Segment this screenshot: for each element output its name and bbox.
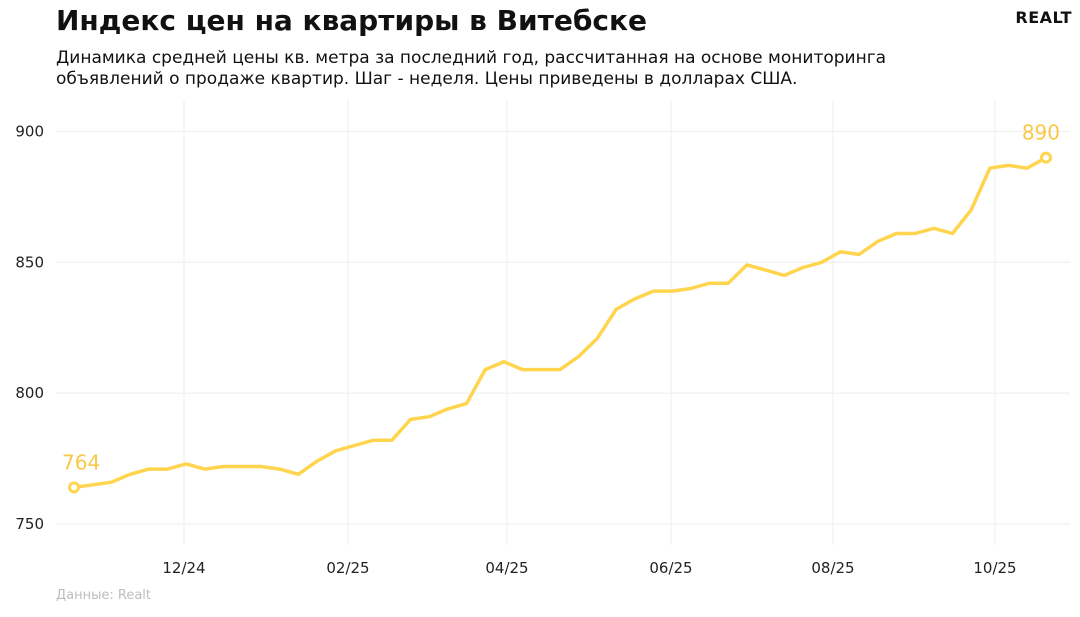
- data-point: [147, 468, 150, 471]
- realt-logo: REALT: [1015, 8, 1072, 27]
- data-point: [316, 460, 319, 463]
- data-point: [820, 261, 823, 264]
- data-point: [372, 439, 375, 442]
- data-point: [409, 418, 412, 421]
- data-source: Данные: Realt: [56, 588, 152, 603]
- data-point: [633, 297, 636, 300]
- start-value-label: 764: [62, 450, 100, 474]
- start-point-marker: [68, 481, 80, 494]
- chart-subtitle: Динамика средней цены кв. метра за после…: [56, 48, 887, 89]
- data-point: [764, 269, 767, 272]
- data-point: [615, 308, 618, 311]
- data-point: [689, 287, 692, 290]
- data-point: [1026, 167, 1029, 170]
- data-point: [129, 473, 132, 476]
- data-point: [876, 240, 879, 243]
- y-tick-label: 750: [15, 515, 44, 533]
- end-point-marker: [1040, 151, 1052, 164]
- x-tick-label: 02/25: [326, 559, 369, 577]
- x-tick-label: 08/25: [811, 559, 854, 577]
- chart-title: Индекс цен на квартиры в Витебске: [56, 4, 647, 37]
- data-point: [745, 263, 748, 266]
- data-point: [465, 402, 468, 405]
- data-point: [428, 415, 431, 418]
- data-point: [1007, 164, 1010, 167]
- end-value-label: 890: [1022, 121, 1060, 145]
- data-point: [166, 468, 169, 471]
- data-point: [502, 360, 505, 363]
- data-point: [839, 250, 842, 253]
- data-point: [802, 266, 805, 269]
- y-tick-label: 850: [15, 253, 44, 271]
- data-point: [390, 439, 393, 442]
- price-line: [72, 155, 1048, 490]
- x-tick-label: 12/24: [162, 559, 205, 577]
- data-point: [783, 274, 786, 277]
- data-point: [671, 290, 674, 293]
- data-point: [334, 449, 337, 452]
- data-point: [91, 483, 94, 486]
- data-point: [222, 465, 225, 468]
- data-point: [914, 232, 917, 235]
- data-point: [988, 167, 991, 170]
- data-point: [110, 481, 113, 484]
- data-point: [858, 253, 861, 256]
- data-point: [521, 368, 524, 371]
- data-point: [652, 290, 655, 293]
- data-point: [708, 282, 711, 285]
- data-point: [259, 465, 262, 468]
- data-point: [185, 462, 188, 465]
- data-point: [596, 337, 599, 340]
- data-point: [540, 368, 543, 371]
- data-point: [446, 407, 449, 410]
- data-point: [559, 368, 562, 371]
- x-tick-label: 04/25: [485, 559, 528, 577]
- data-point: [577, 355, 580, 358]
- data-point: [241, 465, 244, 468]
- y-tick-label: 900: [15, 122, 44, 140]
- data-point: [203, 468, 206, 471]
- x-tick-label: 06/25: [649, 559, 692, 577]
- data-point: [932, 227, 935, 230]
- data-point: [951, 232, 954, 235]
- data-point: [727, 282, 730, 285]
- data-point: [895, 232, 898, 235]
- data-point: [278, 468, 281, 471]
- y-tick-label: 800: [15, 384, 44, 402]
- data-point: [484, 368, 487, 371]
- data-point: [970, 208, 973, 211]
- data-point: [297, 473, 300, 476]
- data-point: [353, 444, 356, 447]
- x-tick-label: 10/25: [973, 559, 1016, 577]
